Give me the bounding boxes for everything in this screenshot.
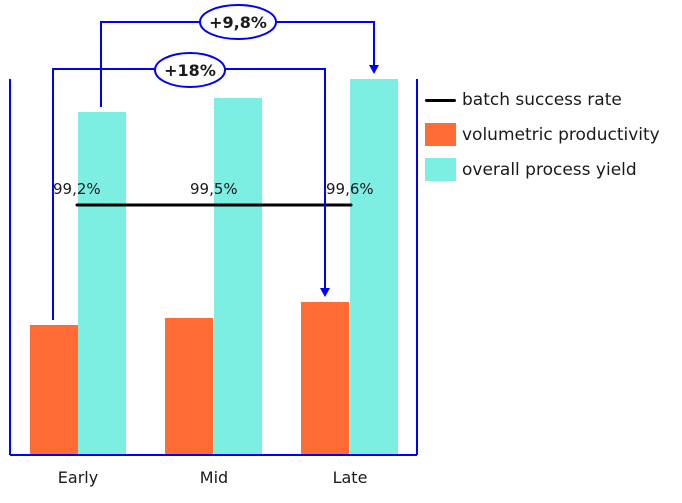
productivity-change-annotation: +18% — [52, 52, 330, 320]
x-label-late: Late — [333, 468, 368, 487]
bars-volumetric-productivity — [30, 302, 349, 454]
legend-label: volumetric productivity — [462, 125, 660, 145]
legend-item-batch-success-rate: batch success rate — [425, 88, 682, 116]
box-swatch-icon — [425, 123, 456, 146]
bar-late-yield — [350, 79, 398, 454]
line-swatch-icon — [425, 99, 456, 102]
productivity-change-label: +18% — [164, 61, 216, 80]
bar-early-yield — [78, 112, 126, 454]
line-label-late: 99,6% — [326, 180, 374, 198]
x-label-early: Early — [58, 468, 98, 487]
yield-change-bubble — [199, 4, 277, 40]
yield-change-label: +9,8% — [209, 13, 267, 32]
legend-item-overall-process-yield: overall process yield — [425, 158, 682, 186]
bar-mid-yield — [214, 98, 262, 454]
bar-late-productivity — [301, 302, 349, 454]
x-label-mid: Mid — [200, 468, 228, 487]
bar-mid-productivity — [165, 318, 213, 454]
box-swatch-icon — [425, 158, 456, 181]
legend-item-volumetric-productivity: volumetric productivity — [425, 123, 682, 151]
line-label-mid: 99,5% — [190, 180, 238, 198]
bar-early-productivity — [30, 325, 78, 454]
legend-label: batch success rate — [462, 90, 622, 110]
legend-label: overall process yield — [462, 160, 637, 180]
arrow-down-icon — [320, 288, 330, 297]
plot-frame — [9, 79, 418, 456]
line-label-early: 99,2% — [53, 180, 101, 198]
arrow-down-icon — [369, 65, 379, 74]
yield-change-annotation: +9,8% — [100, 4, 379, 107]
bars-overall-yield — [78, 79, 398, 454]
productivity-change-bubble — [154, 52, 226, 88]
